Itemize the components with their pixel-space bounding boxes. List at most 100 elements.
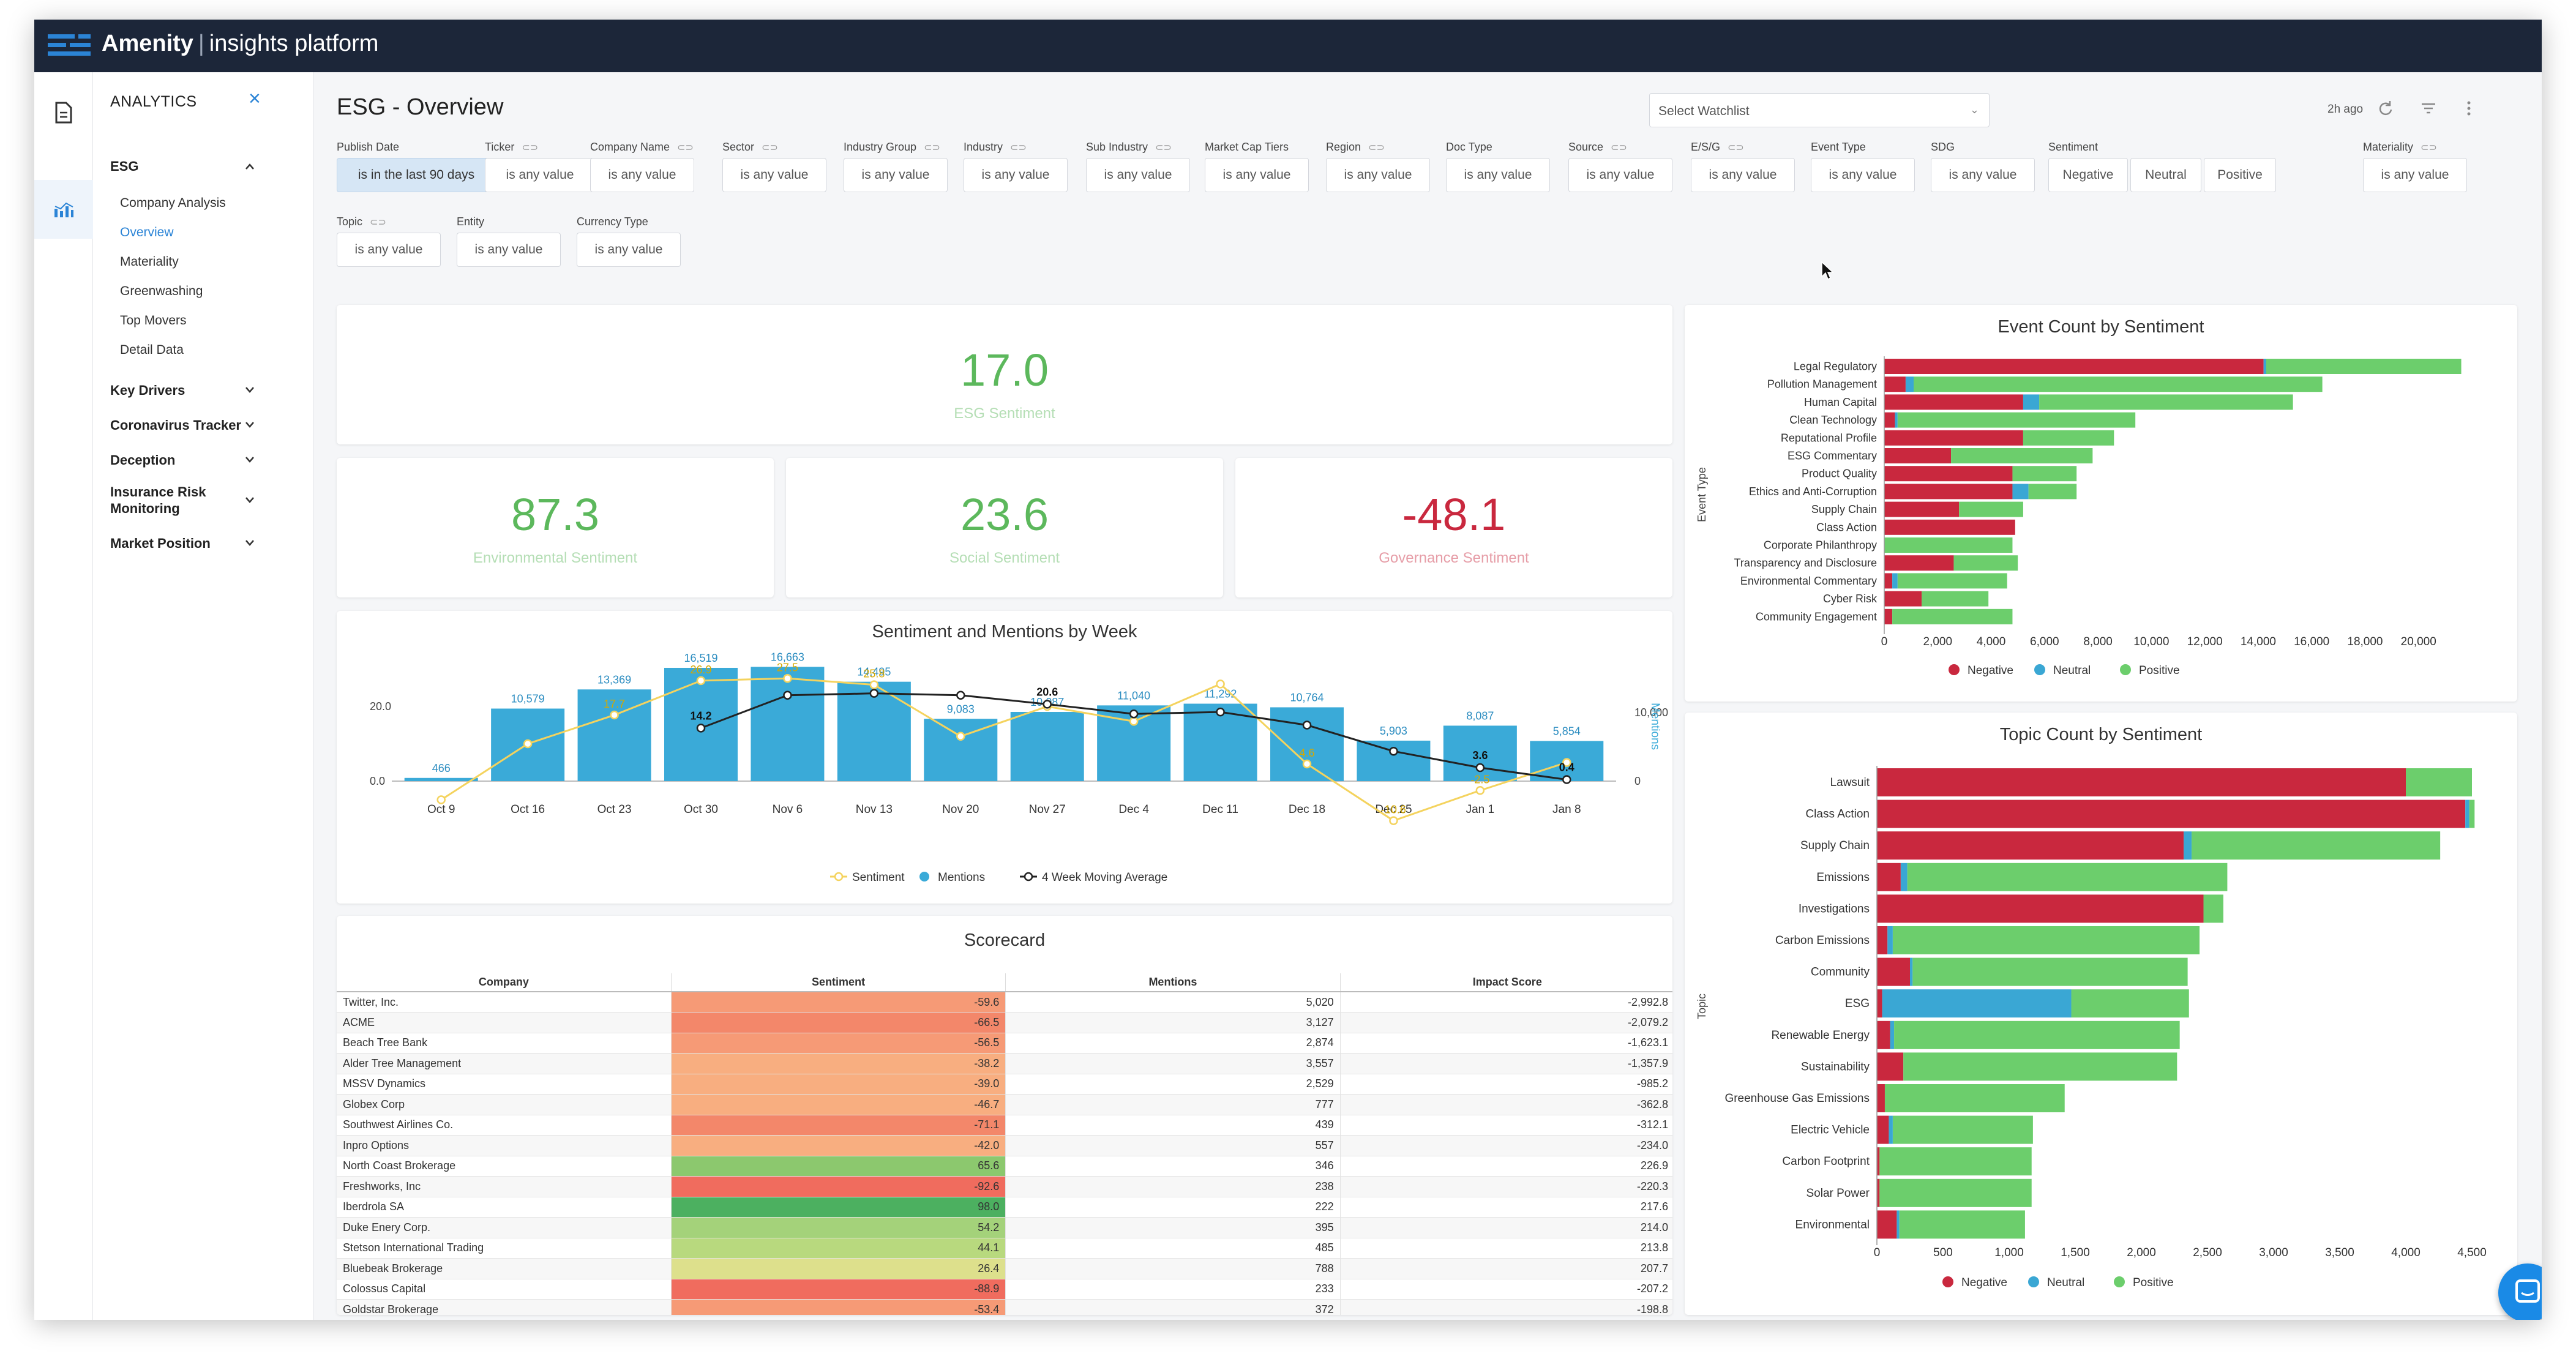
x-tick-label: 20,000 [2401, 635, 2436, 648]
filter-publish-date-input[interactable]: is in the last 90 days [337, 158, 496, 192]
negative-bar [1877, 863, 1901, 891]
cell-mentions: 557 [1005, 1135, 1341, 1156]
positive-bar [1951, 448, 2093, 463]
scorecard-card: Scorecard Company Sentiment Mentions Impact… [337, 916, 1672, 1315]
table-row[interactable]: Duke Enery Corp. 54.2 395 214.0 [337, 1217, 1672, 1238]
sidebar-item-detail-data[interactable]: Detail Data [120, 343, 184, 357]
moving-average-label: 20.6 [1036, 686, 1058, 698]
filter-region-input[interactable]: is any value [1326, 158, 1430, 192]
table-row[interactable]: Alder Tree Management -38.2 3,557 -1,357.9 [337, 1053, 1672, 1074]
table-row[interactable]: Southwest Airlines Co. -71.1 439 -312.1 [337, 1115, 1672, 1136]
document-icon[interactable] [34, 83, 93, 142]
filter-source-input[interactable]: is any value [1568, 158, 1672, 192]
filter-entity-input[interactable]: is any value [457, 233, 561, 267]
filter-icon[interactable] [2419, 99, 2438, 118]
chevron-up-icon[interactable] [245, 162, 255, 171]
sidebar-section-insurance-risk-monitoring[interactable]: Insurance Risk Monitoring [110, 484, 206, 516]
table-row[interactable]: Globex Corp -46.7 777 -362.8 [337, 1094, 1672, 1115]
sidebar-section-coronavirus-tracker[interactable]: Coronavirus Tracker [110, 417, 241, 433]
watchlist-select[interactable]: Select Watchlist ⌄ [1649, 93, 1990, 127]
filter-sdg-input[interactable]: is any value [1931, 158, 2035, 192]
filter-ticker-input[interactable]: is any value [485, 158, 595, 192]
table-row[interactable]: Colossus Capital -88.9 233 -207.2 [337, 1279, 1672, 1300]
positive-bar [1892, 608, 2013, 624]
table-row[interactable]: Goldstar Brokerage -53.4 372 -198.8 [337, 1299, 1672, 1315]
moving-average-point [783, 691, 792, 700]
sidebar-item-materiality[interactable]: Materiality [120, 255, 179, 269]
link-icon[interactable]: ⊂⊃ [1611, 143, 1627, 153]
link-icon[interactable]: ⊂⊃ [762, 143, 778, 153]
filter-sector-input[interactable]: is any value [722, 158, 826, 192]
refresh-icon[interactable] [2376, 99, 2395, 118]
x-tick-label: 2,000 [1923, 635, 1952, 648]
neutral-bar [1896, 1210, 1900, 1239]
sidebar-section-market-position[interactable]: Market Position [110, 536, 211, 551]
sentiment-line [440, 677, 1567, 822]
table-row[interactable]: MSSV Dynamics -39.0 2,529 -985.2 [337, 1074, 1672, 1095]
sidebar-item-greenwashing[interactable]: Greenwashing [120, 284, 203, 298]
sentiment-option-neutral[interactable]: Neutral [2130, 158, 2201, 192]
table-row[interactable]: Beach Tree Bank -56.5 2,874 -1,623.1 [337, 1033, 1672, 1054]
filter-event-type-input[interactable]: is any value [1811, 158, 1915, 192]
filter-industry-group-input[interactable]: is any value [844, 158, 948, 192]
chevron-down-icon[interactable] [245, 384, 255, 394]
filter-company-name-input[interactable]: is any value [590, 158, 694, 192]
sentiment-option-positive[interactable]: Positive [2204, 158, 2276, 192]
sentiment-point [523, 739, 533, 749]
filter-e-s-g-input[interactable]: is any value [1691, 158, 1795, 192]
chat-button[interactable] [2498, 1263, 2542, 1320]
positive-bar [1894, 1020, 2180, 1049]
table-row[interactable]: Stetson International Trading 44.1 485 213.… [337, 1238, 1672, 1259]
chevron-down-icon[interactable] [245, 537, 255, 547]
chevron-down-icon[interactable] [245, 454, 255, 464]
filter-label-text: Entity [457, 215, 485, 228]
table-row[interactable]: ACME -66.5 3,127 -2,079.2 [337, 1012, 1672, 1033]
filter-label-sdg: SDG [1931, 141, 1955, 154]
table-row[interactable]: Iberdrola SA 98.0 222 217.6 [337, 1197, 1672, 1218]
more-icon[interactable] [2460, 99, 2478, 118]
filter-materiality-input[interactable]: is any value [2363, 158, 2467, 192]
close-icon[interactable]: × [249, 87, 261, 110]
analytics-icon[interactable] [34, 180, 93, 239]
chevron-down-icon[interactable] [245, 495, 255, 504]
link-icon[interactable]: ⊂⊃ [677, 143, 694, 153]
filter-label-ticker: Ticker ⊂⊃ [485, 141, 538, 154]
filter-topic-input[interactable]: is any value [337, 233, 441, 267]
link-icon[interactable]: ⊂⊃ [2421, 143, 2437, 153]
sidebar-section-esg[interactable]: ESG [110, 159, 139, 174]
sidebar-item-overview[interactable]: Overview [120, 225, 174, 239]
link-icon[interactable]: ⊂⊃ [1368, 143, 1385, 153]
filter-market-cap-tiers-input[interactable]: is any value [1205, 158, 1309, 192]
filter-currency-type-input[interactable]: is any value [577, 233, 681, 267]
filter-doc-type-input[interactable]: is any value [1446, 158, 1550, 192]
top-bar: Amenity | insights platform [34, 20, 2542, 72]
filter-label-text: E/S/G [1691, 141, 1721, 153]
column-header-sentiment[interactable]: Sentiment [671, 973, 1006, 992]
column-header-impact-score[interactable]: Impact Score [1340, 973, 1672, 992]
sidebar-section-deception[interactable]: Deception [110, 452, 176, 468]
kpi-governance-value: -48.1 [1402, 489, 1506, 540]
link-icon[interactable]: ⊂⊃ [370, 217, 386, 228]
link-icon[interactable]: ⊂⊃ [1010, 143, 1027, 153]
link-icon[interactable]: ⊂⊃ [1728, 143, 1744, 153]
column-header-company[interactable]: Company [337, 973, 672, 992]
link-icon[interactable]: ⊂⊃ [522, 143, 539, 153]
chevron-down-icon[interactable] [245, 419, 255, 429]
table-row[interactable]: Inpro Options -42.0 557 -234.0 [337, 1135, 1672, 1156]
topic-chart-title: Topic Count by Sentiment [1999, 725, 2203, 744]
sidebar-section-key-drivers[interactable]: Key Drivers [110, 383, 185, 398]
table-row[interactable]: Bluebeak Brokerage 26.4 788 207.7 [337, 1258, 1672, 1279]
sidebar-item-company-analysis[interactable]: Company Analysis [120, 196, 226, 210]
positive-bar [2203, 894, 2223, 923]
filter-sub-industry-input[interactable]: is any value [1086, 158, 1190, 192]
column-header-mentions[interactable]: Mentions [1005, 973, 1341, 992]
table-row[interactable]: Twitter, Inc. -59.6 5,020 -2,992.8 [337, 992, 1672, 1013]
table-row[interactable]: Freshworks, Inc -92.6 238 -220.3 [337, 1176, 1672, 1197]
sidebar-item-top-movers[interactable]: Top Movers [120, 313, 187, 328]
link-icon[interactable]: ⊂⊃ [924, 143, 940, 153]
filter-industry-input[interactable]: is any value [964, 158, 1068, 192]
table-row[interactable]: North Coast Brokerage 65.6 346 226.9 [337, 1156, 1672, 1177]
link-icon[interactable]: ⊂⊃ [1155, 143, 1172, 153]
filter-label-text: Materiality [2363, 141, 2414, 153]
sentiment-option-negative[interactable]: Negative [2048, 158, 2128, 192]
